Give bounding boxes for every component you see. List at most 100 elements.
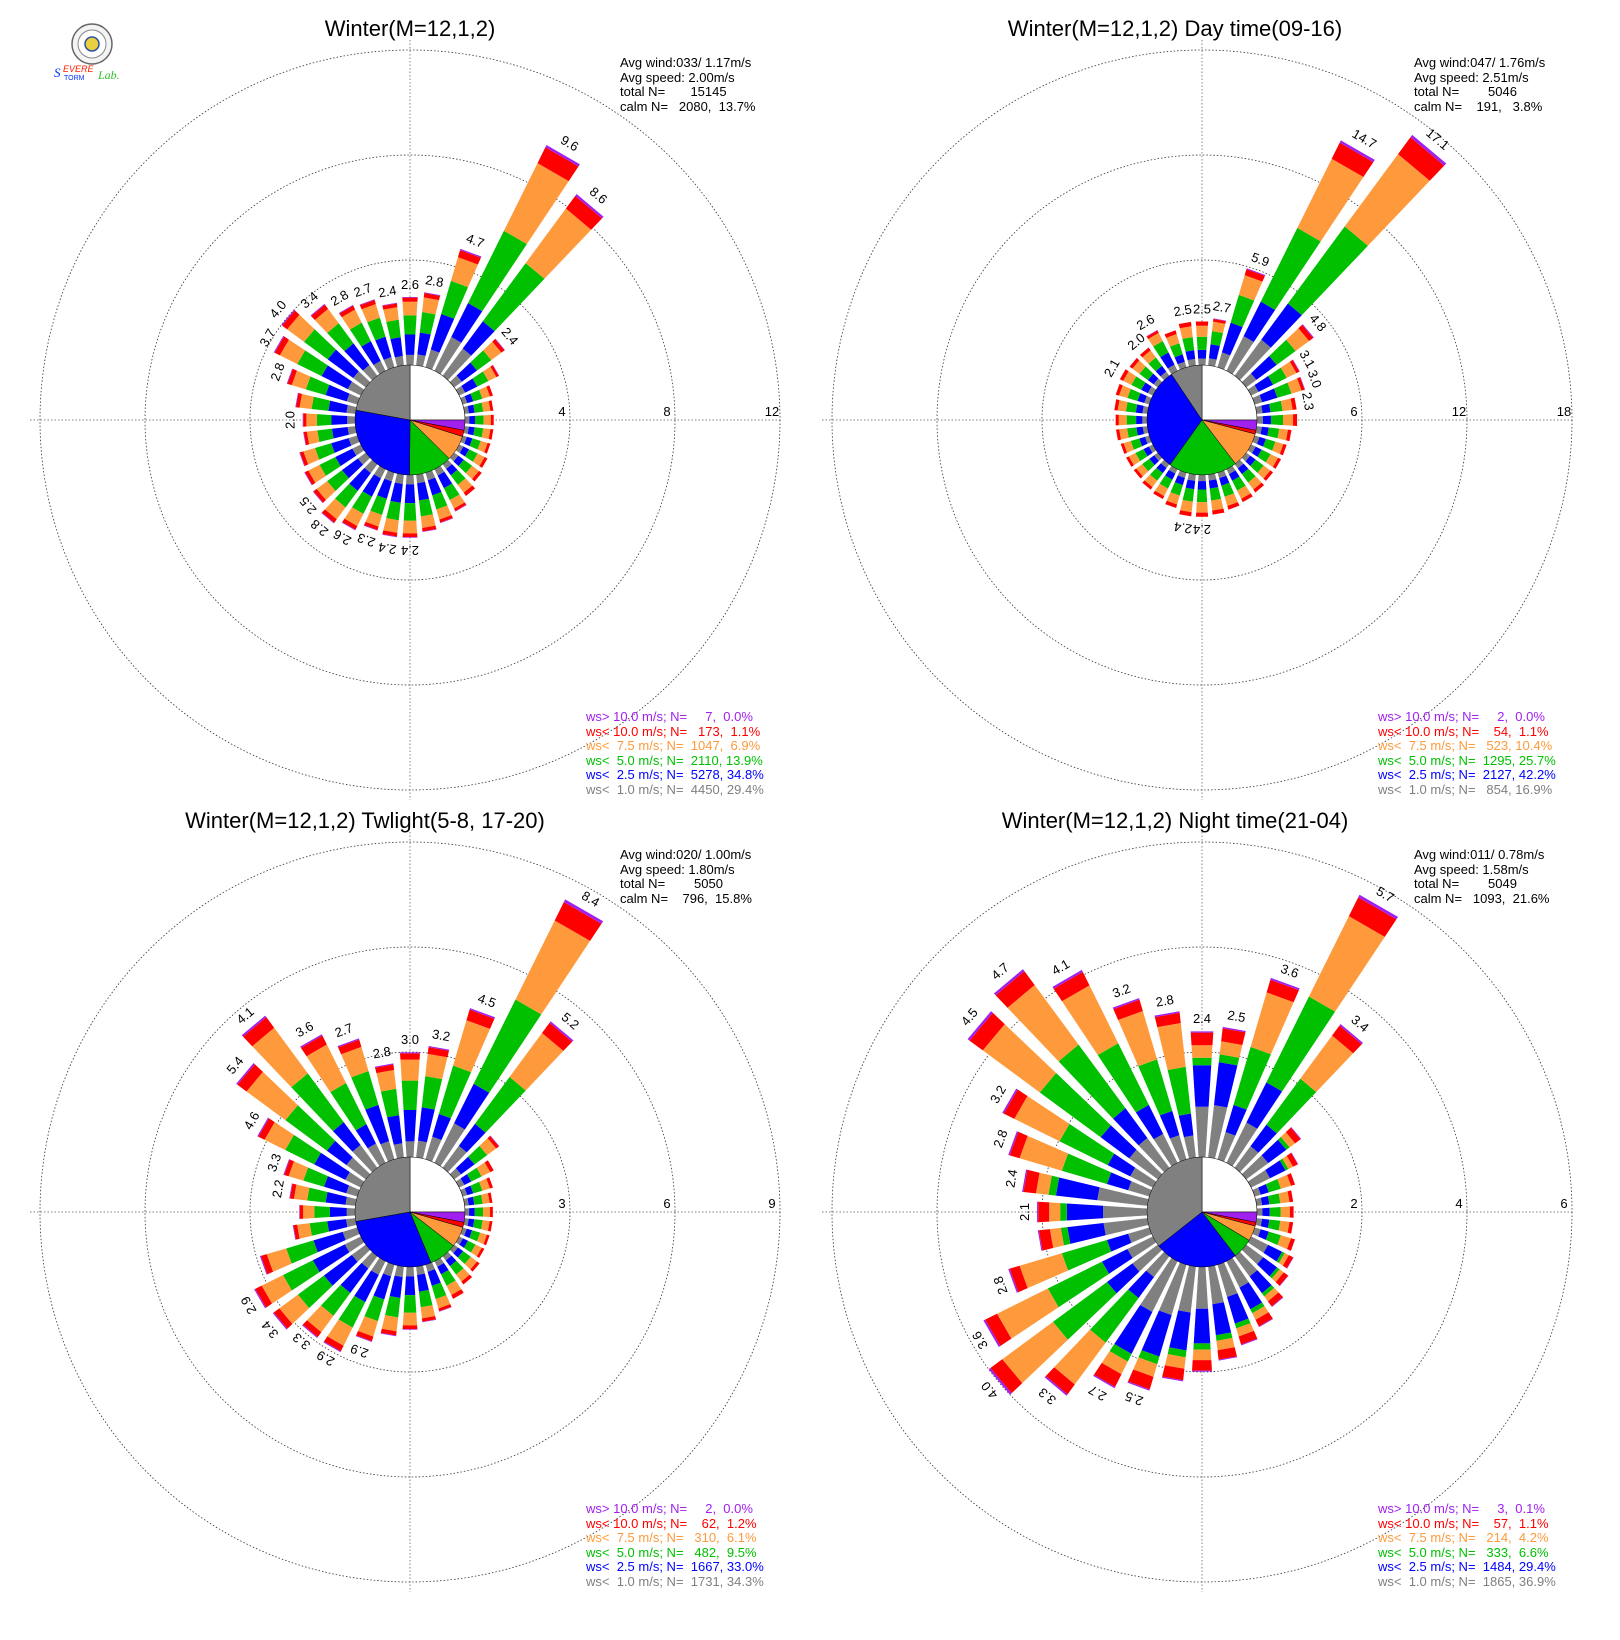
pie-slice <box>355 1211 432 1268</box>
bar-total-label: 2.8 <box>424 272 444 290</box>
bar-segment <box>246 1071 298 1121</box>
bar-segment <box>477 1232 487 1245</box>
bar-segment <box>382 530 398 537</box>
direction-bar-110 <box>1252 435 1287 456</box>
svg-text:TORM: TORM <box>64 75 85 82</box>
bar-segment <box>323 1254 358 1286</box>
bar-segment <box>1269 400 1283 413</box>
bar-segment <box>1210 331 1224 346</box>
bar-segment <box>1100 1125 1137 1159</box>
bar-segment <box>383 518 399 533</box>
bar-segment <box>355 1124 376 1149</box>
bar-segment <box>473 427 484 438</box>
direction-bar-200 <box>1165 470 1187 509</box>
bar-total-label: 2.8 <box>308 516 331 539</box>
bar-segment <box>357 452 371 465</box>
bar-segment <box>1263 438 1276 451</box>
bar-segment <box>401 1080 419 1110</box>
bar-segment <box>1227 502 1240 510</box>
bar-segment <box>377 478 392 499</box>
direction-bar-320 <box>241 1015 378 1173</box>
bar-segment <box>479 1178 490 1191</box>
bar-segment <box>1244 269 1265 282</box>
bar-segment <box>405 474 415 485</box>
bar-total-label: 2.5 <box>1226 1007 1246 1025</box>
bar-segment <box>1195 512 1209 517</box>
bar-segment <box>1280 1132 1296 1148</box>
bar-segment <box>316 481 336 501</box>
bar-segment <box>346 393 360 405</box>
bar-segment <box>1339 140 1375 163</box>
bar-segment <box>1169 1310 1191 1351</box>
bar-segment <box>303 1167 328 1187</box>
bar-segment <box>416 473 425 484</box>
bar-segment <box>1208 473 1217 481</box>
direction-bar-200 <box>355 1262 395 1342</box>
bar-total-label: 2.4 <box>377 283 397 301</box>
bar-segment <box>374 1063 394 1068</box>
stat-calm: calm N= 191, 3.8% <box>1414 98 1543 114</box>
bar-segment <box>1153 490 1165 500</box>
direction-bar-150 <box>1226 465 1253 503</box>
bar-segment <box>1197 481 1207 490</box>
bar-segment <box>313 1231 346 1253</box>
bar-segment <box>563 899 604 924</box>
stat-avg-wind: Avg wind:020/ 1.00m/s <box>620 847 752 862</box>
bar-segment <box>286 1240 318 1264</box>
bar-total-label: 5.4 <box>223 1053 246 1076</box>
bar-segment <box>1237 485 1251 499</box>
bar-segment <box>1255 426 1262 435</box>
bar-segment <box>1278 1253 1289 1266</box>
bar-segment <box>1234 1251 1258 1277</box>
bar-segment <box>345 1218 357 1228</box>
bar-segment <box>1260 1196 1270 1206</box>
bar-segment <box>1113 999 1143 1020</box>
bar-segment <box>1236 1323 1254 1337</box>
bar-segment <box>1133 468 1143 479</box>
bar-segment <box>417 1273 429 1292</box>
direction-bar-250 <box>1008 1227 1152 1293</box>
direction-bar-150 <box>434 1257 464 1299</box>
severe-storm-lab-logo: S EVERE TORM Lab. <box>52 22 152 84</box>
bar-segment <box>403 315 417 335</box>
bar-segment <box>1165 469 1176 480</box>
bar-segment <box>320 1284 351 1316</box>
bar-segment <box>438 1065 472 1119</box>
bar-segment <box>283 1159 290 1175</box>
bar-segment <box>1261 1139 1287 1164</box>
bar-segment <box>439 515 453 523</box>
bar-segment <box>402 537 418 538</box>
direction-bar-10 <box>1208 318 1227 367</box>
bar-segment <box>1182 487 1195 502</box>
bar-segment <box>453 1247 464 1258</box>
bar-segment <box>1153 1133 1178 1167</box>
bar-segment <box>469 1008 496 1019</box>
bar-total-label: 2.8 <box>990 1128 1010 1150</box>
legend-entry: ws< 5.0 m/s; N= 2110, 13.9% <box>586 752 763 768</box>
bar-segment <box>1286 429 1292 442</box>
bar-segment <box>353 371 371 388</box>
direction-bar-150 <box>1226 1257 1274 1328</box>
bar-segment <box>449 452 459 462</box>
bar-segment <box>1147 386 1157 396</box>
pie-slice <box>1146 1156 1203 1247</box>
bar-segment <box>969 1012 1005 1051</box>
bar-segment <box>1052 1282 1117 1340</box>
bar-segment <box>1185 479 1196 490</box>
bar-segment <box>1118 414 1127 426</box>
direction-bar-10 <box>416 1046 450 1159</box>
bar-segment <box>425 1136 442 1162</box>
stat-avg-speed: Avg speed: 1.58m/s <box>1414 861 1529 877</box>
bar-segment <box>1179 510 1192 517</box>
bar-segment <box>300 1035 327 1057</box>
legend-entry: ws> 10.0 m/s; N= 3, 0.1% <box>1378 1501 1545 1516</box>
bar-segment <box>1002 1321 1068 1384</box>
bar-segment <box>1217 352 1231 370</box>
bar-segment <box>1038 1229 1054 1251</box>
bar-segment <box>383 357 395 370</box>
bar-segment <box>1217 1347 1237 1360</box>
direction-bar-30 <box>1226 140 1375 375</box>
bar-segment <box>1283 414 1294 426</box>
bar-segment <box>1008 1268 1019 1293</box>
bar-segment <box>1221 322 1243 356</box>
